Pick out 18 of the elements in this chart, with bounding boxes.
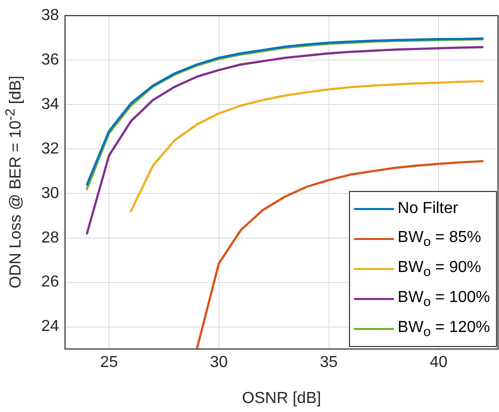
y-tick-label: 30	[41, 184, 60, 202]
y-tick-label: 28	[41, 229, 60, 246]
legend-label: BW$_{o}$ = 100%	[398, 288, 490, 310]
y-tick-label: 24	[41, 318, 60, 336]
x-tick-label: 40	[430, 354, 448, 372]
y-tick-label: 38	[41, 7, 60, 24]
y-tick-label: 34	[41, 96, 60, 113]
x-tick-label: 30	[210, 354, 228, 372]
x-tick-label: 25	[100, 354, 118, 372]
y-tick-label: 36	[41, 51, 60, 68]
legend-label: No Filter	[398, 200, 458, 218]
x-axis-title: OSNR [dB]	[242, 390, 322, 407]
y-tick-label: 32	[41, 140, 60, 158]
x-tick-label: 35	[320, 354, 338, 372]
legend-label: BW$_{o}$ = 85%	[398, 228, 482, 250]
legend-label: BW$_{o}$ = 120%	[398, 318, 490, 340]
legend-label: BW$_{o}$ = 90%	[398, 258, 482, 280]
y-tick-label: 26	[41, 274, 60, 291]
